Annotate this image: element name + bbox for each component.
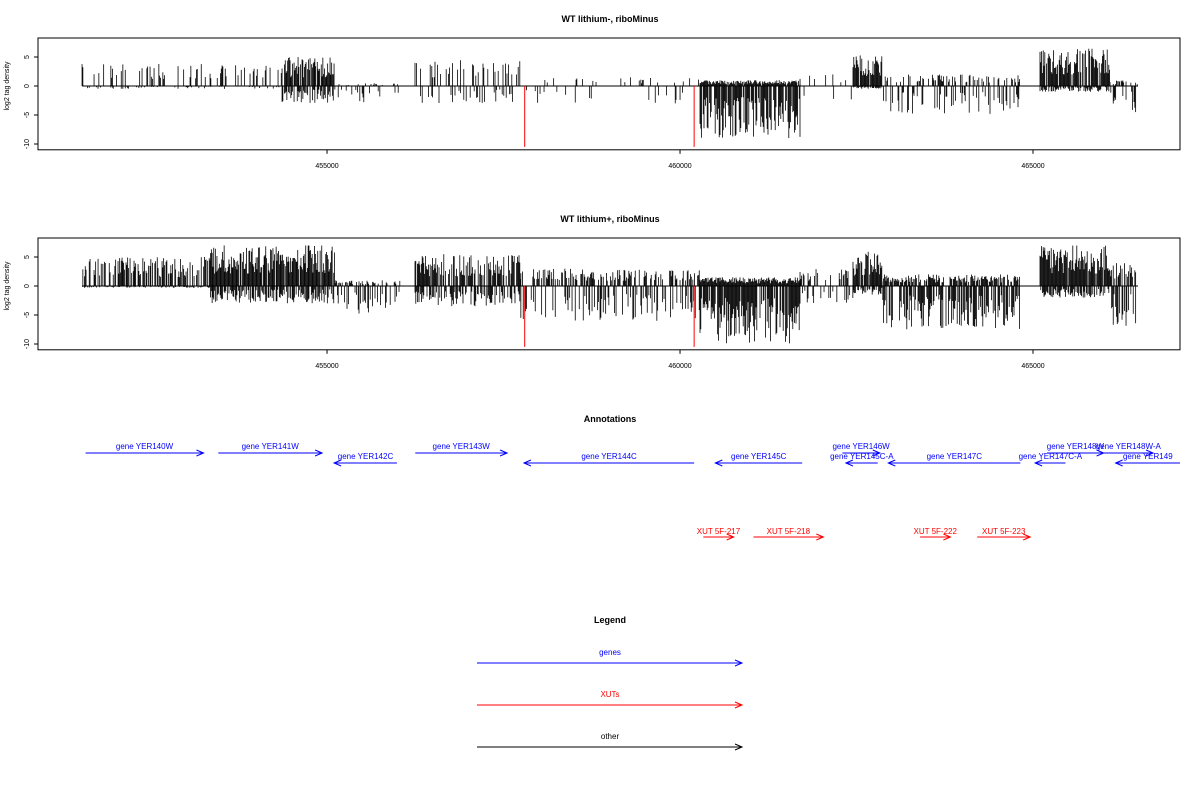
- y-tick-label: 5: [24, 255, 31, 259]
- gene-label: gene YER146W: [832, 442, 890, 451]
- annotations-title: Annotations: [584, 414, 637, 424]
- arrowhead-icon: [1114, 459, 1123, 467]
- y-tick-label: 0: [24, 84, 31, 88]
- legend-label: XUTs: [600, 690, 619, 699]
- panel-lithium-plus: WT lithium+, riboMinus log2 tag density 5…: [4, 214, 1181, 370]
- arrowhead-icon: [714, 459, 723, 467]
- arrowhead-icon: [734, 659, 744, 667]
- xut-label: XUT 5F-218: [767, 527, 811, 536]
- arrowhead-icon: [499, 449, 509, 457]
- annotations-track: Annotations gene YER140W gene YER141W gene…: [85, 414, 1180, 541]
- y-axis-label: log2 tag density: [4, 61, 11, 111]
- x-tick-label: 465000: [1021, 163, 1044, 170]
- gene-label: gene YER140W: [116, 442, 174, 451]
- plot-frame: [37, 37, 1181, 151]
- arrowhead-icon: [734, 743, 744, 751]
- x-tick-label: 460000: [668, 163, 691, 170]
- xut-label: XUT 5F-217: [697, 527, 741, 536]
- arrowhead-icon: [816, 533, 825, 541]
- y-tick-label: -10: [24, 139, 31, 149]
- arrowhead-icon: [522, 459, 532, 467]
- gene-label: gene YER141W: [242, 442, 300, 451]
- arrowhead-icon: [887, 459, 896, 467]
- x-tick-label: 455000: [315, 363, 338, 370]
- legend-label: genes: [599, 648, 621, 657]
- arrowhead-icon: [1096, 449, 1105, 457]
- legend-label: other: [601, 732, 620, 741]
- x-tick-label: 460000: [668, 363, 691, 370]
- y-tick-label: 0: [24, 284, 31, 288]
- panel-title: WT lithium-, riboMinus: [562, 14, 659, 24]
- x-tick-label: 465000: [1021, 363, 1044, 370]
- gene-label: gene YER145C-A: [830, 452, 894, 461]
- panel-lithium-minus: WT lithium-, riboMinus log2 tag density 5…: [4, 14, 1181, 170]
- legend: Legend genes XUTs other: [477, 615, 744, 751]
- legend-title: Legend: [594, 615, 626, 625]
- arrowhead-icon: [943, 533, 952, 541]
- gene-label: gene YER148W-A: [1096, 442, 1162, 451]
- y-tick-label: 5: [24, 55, 31, 59]
- arrowhead-icon: [196, 449, 205, 457]
- gene-label: gene YER144C: [581, 452, 637, 461]
- arrowhead-icon: [332, 459, 342, 467]
- arrowhead-icon: [314, 449, 324, 457]
- gene-label: gene YER148W: [1047, 442, 1105, 451]
- y-axis-label: log2 tag density: [4, 261, 11, 311]
- y-tick-label: -10: [24, 339, 31, 349]
- gene-label: gene YER145C: [731, 452, 787, 461]
- gene-label: gene YER143W: [433, 442, 491, 451]
- arrowhead-icon: [1022, 533, 1032, 541]
- arrowhead-icon: [726, 533, 735, 541]
- xut-label: XUT 5F-222: [914, 527, 958, 536]
- arrowhead-icon: [872, 449, 882, 457]
- plot-frame: [37, 237, 1181, 351]
- gene-label: gene YER147C-A: [1019, 452, 1083, 461]
- arrowhead-icon: [844, 459, 854, 467]
- gene-label: gene YER142C: [338, 452, 394, 461]
- arrowhead-icon: [1145, 449, 1155, 457]
- y-tick-label: -5: [24, 312, 31, 318]
- arrowhead-icon: [1033, 459, 1043, 467]
- x-tick-label: 455000: [315, 163, 338, 170]
- xut-label: XUT 5F-223: [982, 527, 1026, 536]
- panel-title: WT lithium+, riboMinus: [560, 214, 659, 224]
- gene-label: gene YER149: [1123, 452, 1173, 461]
- y-tick-label: -5: [24, 112, 31, 118]
- gene-label: gene YER147C: [927, 452, 983, 461]
- arrowhead-icon: [734, 701, 744, 709]
